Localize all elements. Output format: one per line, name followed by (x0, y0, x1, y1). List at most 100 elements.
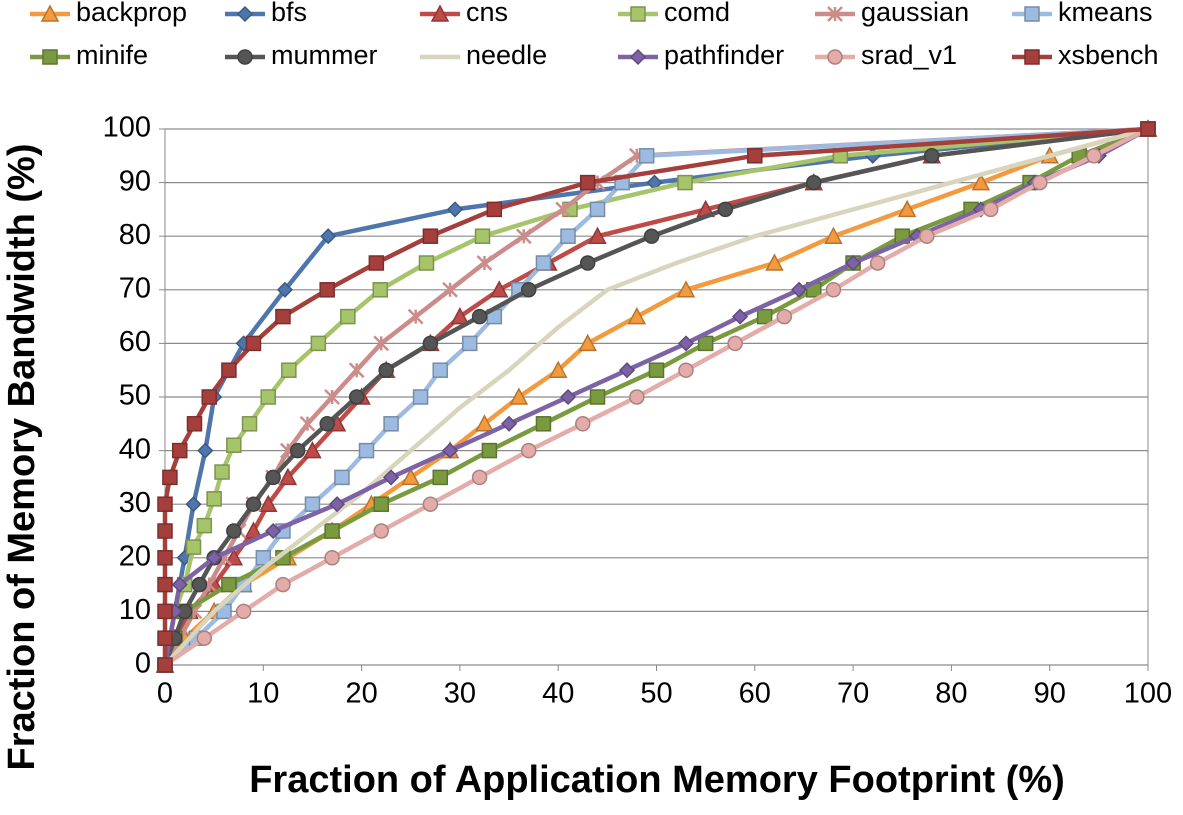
marker (171, 442, 188, 459)
marker (765, 253, 784, 271)
marker (157, 496, 173, 512)
marker (162, 469, 178, 486)
marker (727, 335, 743, 352)
marker (348, 362, 365, 379)
marker (442, 281, 458, 298)
marker (476, 255, 493, 271)
legend-label: kmeans (1058, 0, 1153, 27)
marker (648, 362, 665, 378)
y-tick-label: 60 (119, 326, 151, 358)
legend-item: gaussian (815, 0, 969, 27)
marker (368, 255, 385, 271)
marker (226, 523, 242, 539)
y-tick-label: 30 (119, 487, 151, 519)
marker (919, 228, 935, 244)
marker (196, 630, 213, 646)
legend-label: minife (76, 40, 148, 70)
marker (827, 6, 843, 22)
marker (278, 467, 298, 486)
marker (276, 281, 293, 298)
marker (372, 282, 389, 298)
marker (588, 226, 607, 244)
marker (430, 4, 450, 22)
x-tick-label: 70 (837, 678, 869, 710)
marker (373, 523, 390, 539)
marker (299, 415, 316, 432)
marker (157, 603, 173, 620)
x-tick-label: 20 (345, 678, 377, 710)
x-tick-label: 90 (1034, 678, 1066, 710)
y-tick-label: 80 (119, 219, 151, 251)
marker (157, 657, 173, 673)
marker (245, 496, 262, 512)
marker (471, 308, 488, 325)
marker (320, 228, 337, 245)
x-tick-label: 0 (157, 678, 173, 710)
x-tick-label: 50 (640, 678, 672, 710)
x-tick-label: 60 (739, 678, 771, 710)
marker (579, 174, 596, 191)
y-tick-label: 20 (119, 540, 151, 572)
legend-label: backprop (76, 0, 187, 27)
legend-item: kmeans (1012, 0, 1153, 27)
marker (481, 442, 498, 459)
marker (629, 48, 647, 66)
marker (196, 517, 213, 534)
marker (245, 335, 262, 352)
marker (1032, 174, 1048, 191)
marker (340, 308, 356, 325)
marker (186, 416, 203, 432)
marker (422, 335, 439, 352)
marker (206, 549, 223, 566)
marker (407, 308, 424, 325)
marker (275, 576, 291, 593)
marker (515, 228, 532, 245)
marker (324, 523, 340, 539)
legend-label: pathfinder (664, 40, 784, 70)
marker (418, 255, 435, 271)
x-axis-title: Fraction of Application Memory Footprint… (249, 759, 1065, 801)
marker (319, 282, 335, 298)
marker (629, 389, 645, 405)
marker (630, 6, 646, 22)
marker (383, 469, 400, 486)
x-tick-label: 10 (247, 678, 279, 710)
marker (348, 389, 365, 405)
x-tick-label: 80 (935, 678, 967, 710)
marker (790, 281, 808, 298)
marker (206, 491, 222, 507)
marker (627, 307, 647, 325)
marker (923, 148, 940, 164)
marker (191, 576, 208, 593)
marker (255, 550, 272, 566)
marker (383, 416, 399, 432)
y-tick-label: 90 (119, 165, 151, 197)
legend-item: xsbench (1012, 40, 1159, 70)
marker (236, 5, 254, 23)
legend-item: comd (618, 0, 730, 27)
marker (334, 469, 350, 486)
legend-item: needle (420, 40, 547, 70)
marker (265, 522, 282, 540)
marker (324, 550, 340, 566)
marker (1024, 49, 1040, 65)
marker (677, 174, 693, 191)
legend-item: srad_v1 (815, 40, 957, 70)
marker (1086, 148, 1102, 164)
marker (747, 148, 763, 164)
marker (643, 228, 660, 244)
y-tick-label: 50 (119, 380, 151, 412)
y-tick-label: 70 (119, 272, 151, 304)
marker (221, 576, 237, 593)
marker (618, 362, 636, 379)
marker (555, 201, 571, 218)
marker (310, 335, 327, 352)
marker (358, 442, 375, 459)
marker (535, 255, 552, 271)
marker (500, 415, 518, 432)
marker (717, 201, 734, 218)
series-line (162, 127, 1150, 666)
marker (474, 228, 491, 244)
